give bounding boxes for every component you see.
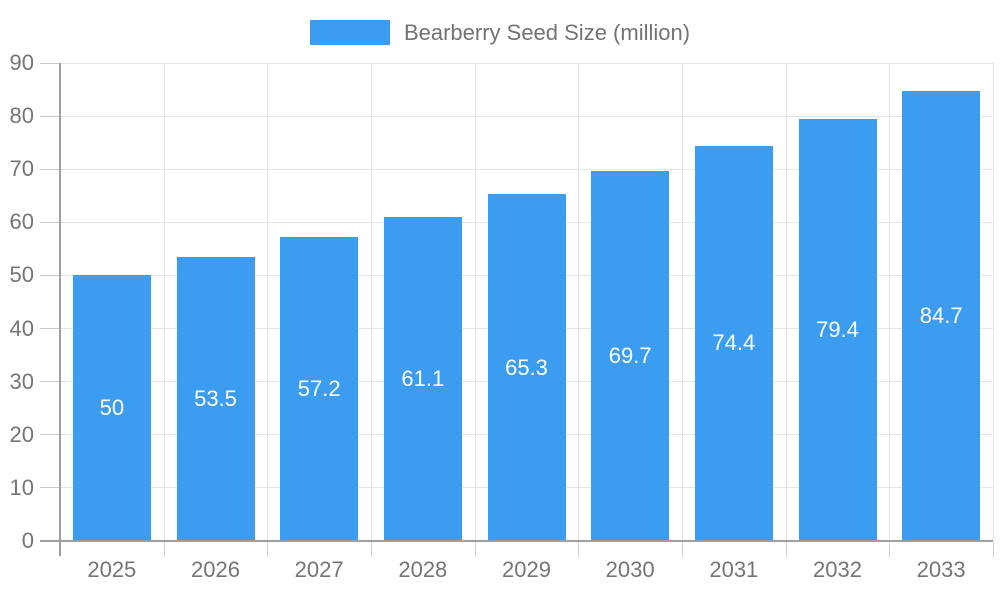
y-axis-tick [40, 328, 60, 330]
legend-swatch-icon [309, 20, 390, 45]
y-axis-tick-label: 20 [9, 421, 34, 447]
x-axis-tick [785, 542, 787, 557]
y-axis-tick [40, 274, 60, 276]
bar-2026 [176, 256, 255, 541]
x-axis [40, 540, 993, 542]
bar-2028 [383, 216, 462, 541]
y-axis-tick-label: 60 [9, 209, 34, 235]
v-gridline [266, 63, 268, 541]
bar-value-label: 69.7 [608, 342, 652, 368]
v-gridline [577, 63, 579, 541]
x-axis-tick-label: 2026 [191, 557, 240, 582]
v-gridline [163, 63, 165, 541]
v-gridline [370, 63, 372, 541]
y-axis-tick [40, 221, 60, 223]
legend: Bearberry Seed Size (million) [0, 20, 1000, 45]
v-gridline [474, 63, 476, 541]
y-axis-tick-label: 30 [9, 368, 34, 394]
y-axis-tick-label: 80 [9, 103, 34, 129]
h-gridline [60, 62, 993, 64]
bar-2025 [72, 275, 151, 541]
x-axis-tick [370, 542, 372, 557]
bar-value-label: 50 [99, 395, 125, 421]
x-axis-tick [577, 542, 579, 557]
bar-value-label: 84.7 [919, 303, 963, 329]
legend-item[interactable]: Bearberry Seed Size (million) [309, 20, 691, 45]
y-axis-tick [40, 487, 60, 489]
x-axis-tick-label: 2030 [605, 557, 655, 582]
y-axis-tick-label: 10 [9, 474, 34, 500]
y-axis-tick-label: 90 [9, 50, 34, 75]
y-axis-tick [40, 62, 60, 64]
y-axis-tick [40, 381, 60, 383]
y-axis-tick [40, 115, 60, 117]
x-axis-tick [474, 542, 476, 557]
bar-2029 [487, 194, 566, 541]
x-axis-tick-label: 2028 [398, 557, 448, 582]
v-gridline [888, 63, 890, 541]
x-axis-tick-label: 2029 [502, 557, 551, 582]
x-axis-tick-label: 2025 [87, 557, 137, 582]
bar-2027 [280, 237, 359, 541]
legend-label: Bearberry Seed Size (million) [403, 20, 691, 45]
bar-2030 [591, 170, 670, 541]
plot-area: 0 10 20 30 40 50 60 70 80 90 50 2025 53.5 2026 57.2 202… [10, 52, 994, 582]
y-axis-tick-label: 50 [9, 262, 34, 288]
x-axis-tick [888, 542, 890, 557]
x-axis-tick-label: 2033 [916, 557, 966, 582]
bar-2032 [798, 119, 877, 541]
bar-value-label: 53.5 [194, 385, 237, 411]
bar-value-label: 65.3 [505, 354, 548, 380]
bar-2033 [902, 91, 981, 541]
y-axis-tick [40, 168, 60, 170]
bar-value-label: 57.2 [297, 376, 341, 402]
x-axis-tick [163, 542, 165, 557]
bar-value-label: 79.4 [816, 317, 859, 343]
v-gridline [681, 63, 683, 541]
bar-value-label: 74.4 [712, 330, 756, 356]
h-gridline [60, 168, 993, 170]
y-axis-tick-label: 70 [9, 156, 34, 182]
bar-value-label: 61.1 [401, 365, 445, 391]
y-axis [59, 63, 61, 556]
h-gridline [60, 115, 993, 117]
bar-2031 [694, 145, 773, 541]
x-axis-tick-label: 2031 [709, 557, 759, 582]
y-axis-tick [40, 434, 60, 436]
v-gridline [992, 63, 994, 541]
y-axis-tick-label: 40 [9, 315, 34, 341]
v-gridline [785, 63, 787, 541]
x-axis-tick [681, 542, 683, 557]
x-axis-tick [266, 542, 268, 557]
x-axis-tick [992, 542, 994, 557]
x-axis-tick-label: 2027 [294, 557, 344, 582]
x-axis-tick-label: 2032 [813, 557, 862, 582]
y-axis-tick-label: 0 [21, 528, 34, 553]
